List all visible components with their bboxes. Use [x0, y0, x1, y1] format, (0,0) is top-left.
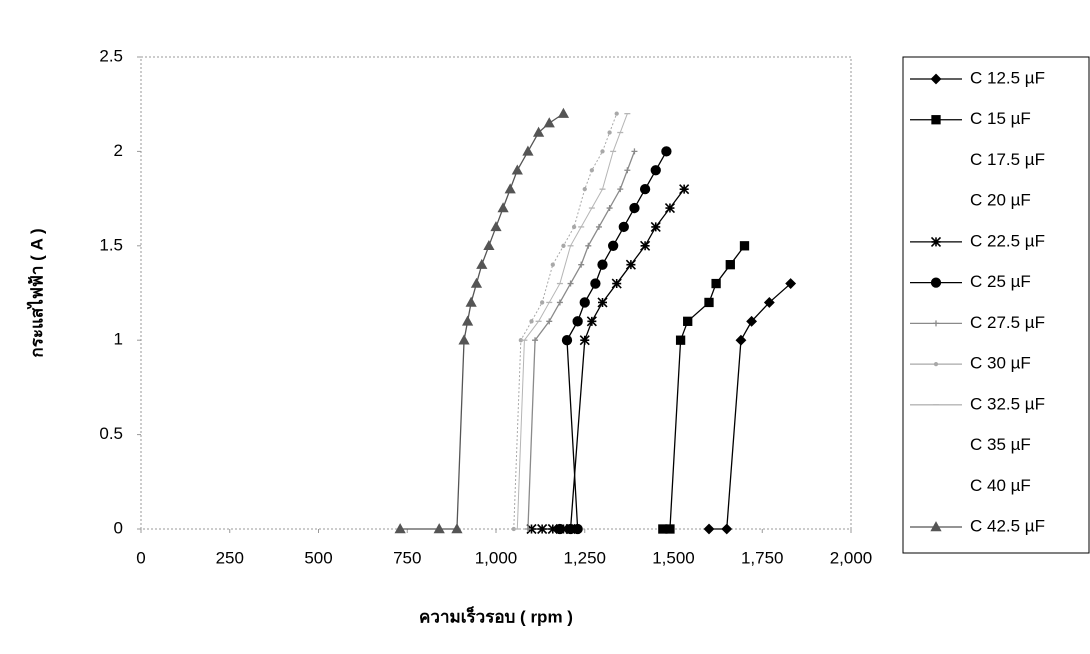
marker [538, 525, 547, 534]
marker [626, 260, 635, 269]
marker [573, 225, 576, 228]
marker [677, 336, 685, 344]
marker [580, 298, 589, 307]
marker [563, 336, 572, 345]
y-tick-label: 0.5 [99, 424, 123, 443]
x-tick-label: 500 [304, 548, 332, 567]
y-tick-label: 2 [114, 141, 123, 160]
legend-label: C 27.5 µF [970, 313, 1045, 332]
marker [630, 204, 639, 213]
marker [684, 317, 692, 325]
legend-marker [935, 363, 938, 366]
marker [583, 188, 586, 191]
legend-label: C 40 µF [970, 476, 1031, 495]
marker [598, 298, 607, 307]
marker [562, 244, 565, 247]
marker [665, 204, 674, 213]
marker [612, 279, 621, 288]
marker [573, 317, 582, 326]
legend-marker [932, 116, 940, 124]
marker [651, 166, 660, 175]
legend-label: C 30 µF [970, 354, 1031, 373]
legend-label: C 15 µF [970, 109, 1031, 128]
legend-label: C 32.5 µF [970, 394, 1045, 413]
marker [609, 241, 618, 250]
y-tick-label: 1 [114, 330, 123, 349]
marker [705, 298, 713, 306]
legend-label: C 17.5 µF [970, 150, 1045, 169]
marker [615, 112, 618, 115]
legend-marker [932, 278, 941, 287]
marker [573, 525, 582, 534]
marker [726, 261, 734, 269]
x-tick-label: 250 [216, 548, 244, 567]
y-axis-label: กระแสไฟฟ้า ( A ) [26, 228, 46, 357]
marker [551, 263, 554, 266]
marker [601, 150, 604, 153]
x-axis-label: ความเร็วรอบ ( rpm ) [419, 604, 573, 626]
x-tick-label: 1,500 [652, 548, 695, 567]
marker [651, 222, 660, 231]
y-tick-label: 0 [114, 518, 123, 537]
legend-label: C 35 µF [970, 435, 1031, 454]
marker [662, 147, 671, 156]
marker [580, 336, 589, 345]
x-tick-label: 1,250 [563, 548, 606, 567]
y-tick-label: 2.5 [99, 46, 123, 65]
marker [641, 185, 650, 194]
x-tick-label: 750 [393, 548, 421, 567]
marker [641, 241, 650, 250]
x-tick-label: 1,000 [475, 548, 518, 567]
chart: ความเร็วรอบ ( rpm ) กระแสไฟฟ้า ( A ) 0 0.… [0, 0, 1090, 654]
legend-marker [932, 237, 941, 246]
marker [555, 525, 564, 534]
legend-label: C 25 µF [970, 272, 1031, 291]
marker [587, 317, 596, 326]
x-tick-label: 2,000 [830, 548, 873, 567]
marker [712, 280, 720, 288]
marker [680, 185, 689, 194]
marker [591, 279, 600, 288]
marker [590, 169, 593, 172]
legend-label: C 42.5 µF [970, 516, 1045, 535]
marker [741, 242, 749, 250]
marker [598, 260, 607, 269]
x-tick-label: 1,750 [741, 548, 784, 567]
marker [666, 525, 674, 533]
legend-label: C 22.5 µF [970, 231, 1045, 250]
x-tick-label: 0 [136, 548, 145, 567]
marker [619, 222, 628, 231]
legend-label: C 20 µF [970, 191, 1031, 210]
marker [608, 131, 611, 134]
y-tick-label: 1.5 [99, 235, 123, 254]
marker [530, 320, 533, 323]
marker [541, 301, 544, 304]
legend-label: C 12.5 µF [970, 68, 1045, 87]
